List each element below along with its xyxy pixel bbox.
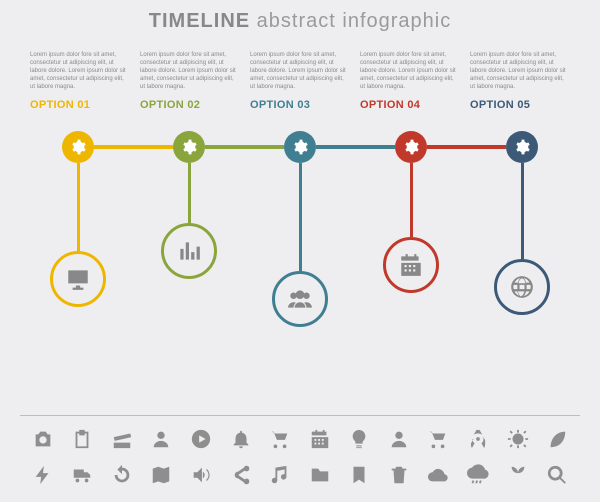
timeline-stem (410, 163, 413, 237)
camera-icon (32, 428, 54, 450)
timeline-stem (521, 163, 524, 259)
monitor-icon (65, 266, 91, 292)
rain-icon (467, 464, 489, 486)
bulb-icon (348, 428, 370, 450)
lorem-col-3: Lorem ipsum dolor fore sit amet, consect… (250, 51, 350, 91)
lorem-col-5: Lorem ipsum dolor fore sit amet, consect… (470, 51, 570, 91)
timeline-stem (188, 163, 191, 223)
folder-icon (309, 464, 331, 486)
timeline-segment (205, 145, 284, 149)
bars-icon (176, 238, 202, 264)
trash-icon (388, 464, 410, 486)
sound-icon (190, 464, 212, 486)
option-label-1: OPTION 01 (30, 99, 130, 111)
flash-icon (32, 464, 54, 486)
calendar-icon (398, 252, 424, 278)
page-title: TIMELINE abstract infographic (0, 0, 600, 33)
users-icon (287, 286, 313, 312)
timeline-node-bottom (272, 271, 328, 327)
lorem-col-1: Lorem ipsum dolor fore sit amet, consect… (30, 51, 130, 91)
timeline-node-bottom (494, 259, 550, 315)
lorem-columns: Lorem ipsum dolor fore sit amet, consect… (0, 33, 600, 91)
search-icon (546, 464, 568, 486)
icon-grid (26, 424, 574, 490)
user-icon (150, 428, 172, 450)
divider-line (20, 415, 580, 416)
leaf-icon (546, 428, 568, 450)
sun-icon (507, 428, 529, 450)
gear-icon (292, 139, 308, 155)
timeline-stem (299, 163, 302, 271)
lorem-col-4: Lorem ipsum dolor fore sit amet, consect… (360, 51, 460, 91)
timeline-node-bottom (383, 237, 439, 293)
gear-icon (181, 139, 197, 155)
timeline-node-top (284, 131, 316, 163)
bell-icon (230, 428, 252, 450)
timeline-node-top (506, 131, 538, 163)
clipboard-icon (71, 428, 93, 450)
option-label-2: OPTION 02 (140, 99, 240, 111)
option-label-3: OPTION 03 (250, 99, 350, 111)
bookmark-icon (348, 464, 370, 486)
timeline-stem (77, 163, 80, 251)
map-icon (150, 464, 172, 486)
gear-icon (70, 139, 86, 155)
timeline-segment (94, 145, 173, 149)
globe-icon (509, 274, 535, 300)
timeline-node-bottom (50, 251, 106, 307)
title-bold: TIMELINE (149, 10, 250, 32)
timeline-node-top (173, 131, 205, 163)
truck-icon (71, 464, 93, 486)
plant-icon (507, 464, 529, 486)
timeline-diagram (30, 127, 570, 337)
title-light: abstract infographic (257, 10, 452, 32)
music-icon (269, 464, 291, 486)
share-icon (230, 464, 252, 486)
timeline-segment (316, 145, 395, 149)
gear-icon (403, 139, 419, 155)
radiation-icon (467, 428, 489, 450)
user2-icon (388, 428, 410, 450)
play-icon (190, 428, 212, 450)
clapper-icon (111, 428, 133, 450)
timeline-node-top (395, 131, 427, 163)
cart2-icon (427, 428, 449, 450)
option-labels-row: OPTION 01 OPTION 02 OPTION 03 OPTION 04 … (0, 91, 600, 111)
timeline-segment (427, 145, 506, 149)
calendar-sm-icon (309, 428, 331, 450)
lorem-col-2: Lorem ipsum dolor fore sit amet, consect… (140, 51, 240, 91)
cart-icon (269, 428, 291, 450)
gear-icon (514, 139, 530, 155)
timeline-node-bottom (161, 223, 217, 279)
option-label-4: OPTION 04 (360, 99, 460, 111)
cloud-icon (427, 464, 449, 486)
refresh-icon (111, 464, 133, 486)
timeline-node-top (62, 131, 94, 163)
option-label-5: OPTION 05 (470, 99, 570, 111)
